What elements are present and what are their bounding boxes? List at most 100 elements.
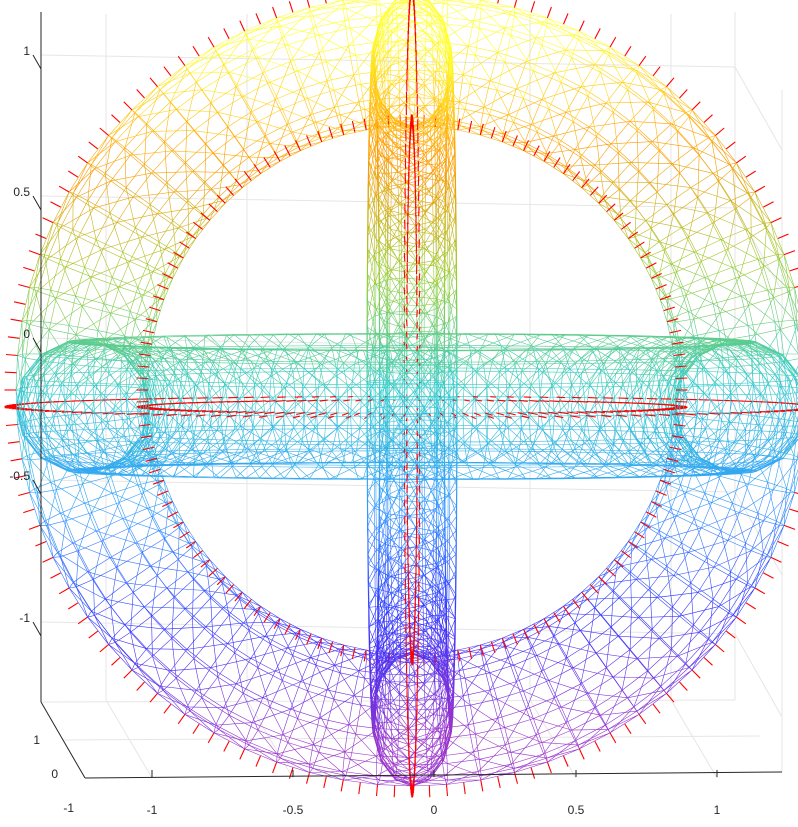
mesh-edge xyxy=(132,172,175,198)
normal-vector xyxy=(613,212,624,221)
normal-vector xyxy=(518,399,528,402)
normal-vector xyxy=(255,13,262,25)
mesh-edge xyxy=(309,0,344,12)
mesh-edge xyxy=(146,321,158,346)
mesh-edge xyxy=(565,707,596,742)
mesh-edge xyxy=(659,508,683,544)
mesh-edge xyxy=(387,79,416,106)
normal-vector xyxy=(508,399,517,402)
mesh-edge xyxy=(262,670,301,699)
mesh-edge xyxy=(350,450,382,464)
normal-vector xyxy=(163,703,172,714)
normal-vector xyxy=(274,411,285,415)
mesh-edge xyxy=(134,648,171,671)
normal-vector xyxy=(675,400,688,403)
mesh-edge xyxy=(454,618,456,640)
normal-vector xyxy=(504,415,512,419)
normal-vector xyxy=(340,123,345,136)
normal-vector xyxy=(223,28,230,39)
normal-vector xyxy=(736,155,747,164)
mesh-edge xyxy=(211,463,231,478)
normal-vector xyxy=(497,0,500,4)
normal-vector xyxy=(225,186,235,196)
mesh-edge xyxy=(442,361,468,386)
mesh-edge xyxy=(137,286,157,319)
normal-vector xyxy=(288,1,294,13)
mesh-edge xyxy=(229,57,271,83)
normal-vector xyxy=(666,457,679,462)
normal-vector xyxy=(265,400,276,403)
mesh-edge xyxy=(159,670,197,691)
normal-vector xyxy=(655,490,667,496)
mesh-edge xyxy=(640,257,657,279)
normal-vector xyxy=(416,475,418,485)
normal-vector xyxy=(523,140,529,151)
mesh-edge xyxy=(579,629,619,654)
normal-vector xyxy=(578,20,585,32)
mesh-edge xyxy=(377,32,392,65)
normal-vector xyxy=(479,123,484,136)
x-tick-label: -1 xyxy=(147,803,158,817)
normal-vector xyxy=(418,273,421,281)
normal-vector xyxy=(473,412,481,417)
mesh-edge xyxy=(391,738,410,753)
normal-vector xyxy=(99,644,109,653)
z-tick-label: 0.5 xyxy=(13,185,30,199)
normal-vector xyxy=(546,761,552,774)
normal-vector xyxy=(216,576,226,586)
mesh-edge xyxy=(525,349,551,363)
mesh-edge xyxy=(775,374,793,405)
mesh-edge xyxy=(502,124,532,143)
normal-vector xyxy=(145,318,158,323)
normal-vector xyxy=(306,135,312,147)
normal-vector xyxy=(163,66,172,77)
normal-vector xyxy=(317,130,323,143)
mesh-edge xyxy=(453,386,489,417)
normal-vector xyxy=(589,584,599,594)
mesh-edge xyxy=(186,81,212,122)
mesh-edge xyxy=(212,136,250,158)
normal-vector xyxy=(648,409,660,412)
mesh-edge xyxy=(300,51,328,90)
mesh-edge xyxy=(633,68,668,90)
mesh-edge xyxy=(193,476,214,478)
mesh-edge xyxy=(441,751,474,777)
normal-vector xyxy=(416,431,419,437)
torus-mesh xyxy=(4,0,798,798)
normal-vector xyxy=(496,412,505,416)
normal-vector xyxy=(111,114,121,123)
normal-vector xyxy=(627,231,639,240)
mesh-edge xyxy=(732,267,769,297)
normal-vector xyxy=(44,410,57,412)
normal-vector xyxy=(533,145,540,157)
normal-vector xyxy=(239,20,246,32)
normal-vector xyxy=(355,399,362,402)
mesh-edge xyxy=(39,222,62,255)
normal-vector xyxy=(162,273,173,279)
mesh-edge xyxy=(278,333,310,347)
normal-vector xyxy=(18,491,30,497)
normal-vector xyxy=(416,486,418,496)
normal-vector xyxy=(490,127,496,139)
mesh-edge xyxy=(302,383,327,414)
normal-vector xyxy=(577,400,589,403)
normal-vector xyxy=(126,413,138,416)
mesh-edge xyxy=(587,95,614,138)
mesh-edge xyxy=(778,353,798,389)
normal-vector xyxy=(562,755,569,767)
normal-vector xyxy=(418,308,421,315)
normal-vector xyxy=(7,336,20,339)
normal-vector xyxy=(416,346,419,351)
normal-vector xyxy=(5,423,18,427)
normal-vector xyxy=(763,201,774,208)
normal-vector xyxy=(621,221,631,230)
mesh-edge xyxy=(230,463,252,478)
normal-vector xyxy=(102,412,114,415)
mesh-edge xyxy=(378,175,388,200)
mesh-edge xyxy=(130,615,153,657)
normal-vector xyxy=(140,341,153,345)
mesh-edge xyxy=(459,80,491,108)
normal-vector xyxy=(758,410,771,413)
mesh-edge xyxy=(475,54,505,91)
y-axis-line xyxy=(40,701,86,779)
